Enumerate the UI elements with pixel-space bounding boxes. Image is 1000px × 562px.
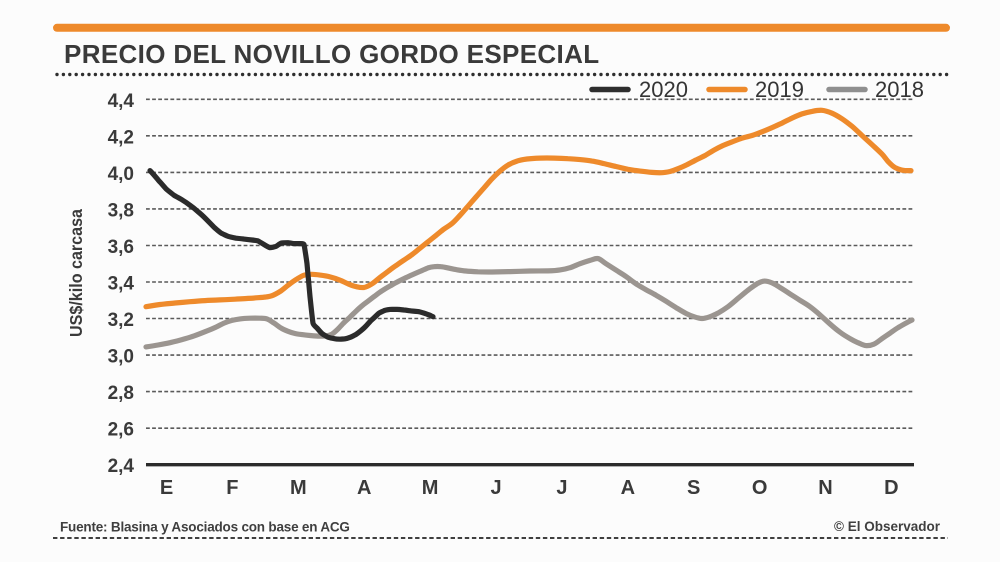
svg-text:2020: 2020: [639, 77, 688, 102]
svg-text:M: M: [290, 477, 307, 499]
svg-text:N: N: [818, 477, 832, 499]
svg-text:F: F: [226, 477, 238, 499]
svg-text:Fuente: Blasina y Asociados co: Fuente: Blasina y Asociados con base en …: [60, 520, 350, 535]
svg-text:S: S: [687, 477, 700, 499]
svg-text:2,8: 2,8: [108, 383, 134, 404]
svg-text:J: J: [490, 477, 501, 499]
svg-text:© El Observador: © El Observador: [834, 519, 941, 534]
svg-text:E: E: [160, 477, 173, 499]
svg-text:3,2: 3,2: [108, 310, 134, 331]
svg-text:3,8: 3,8: [108, 200, 134, 221]
svg-text:3,6: 3,6: [108, 237, 134, 258]
svg-text:M: M: [422, 477, 439, 499]
svg-text:PRECIO DEL NOVILLO GORDO ESPEC: PRECIO DEL NOVILLO GORDO ESPECIAL: [64, 39, 599, 69]
svg-text:4,4: 4,4: [108, 91, 135, 112]
svg-text:D: D: [884, 477, 898, 499]
svg-text:3,0: 3,0: [108, 347, 134, 368]
svg-text:J: J: [556, 477, 567, 499]
svg-text:A: A: [621, 477, 635, 499]
svg-text:2,4: 2,4: [108, 456, 135, 477]
svg-text:2,6: 2,6: [108, 420, 134, 441]
svg-text:3,4: 3,4: [108, 274, 135, 295]
svg-text:A: A: [357, 477, 371, 499]
svg-text:US$/kilo carcasa: US$/kilo carcasa: [66, 209, 86, 337]
svg-text:2019: 2019: [755, 77, 804, 102]
svg-text:4,0: 4,0: [108, 164, 134, 185]
svg-text:O: O: [752, 477, 768, 499]
svg-text:2018: 2018: [875, 77, 924, 102]
svg-text:4,2: 4,2: [108, 127, 134, 148]
